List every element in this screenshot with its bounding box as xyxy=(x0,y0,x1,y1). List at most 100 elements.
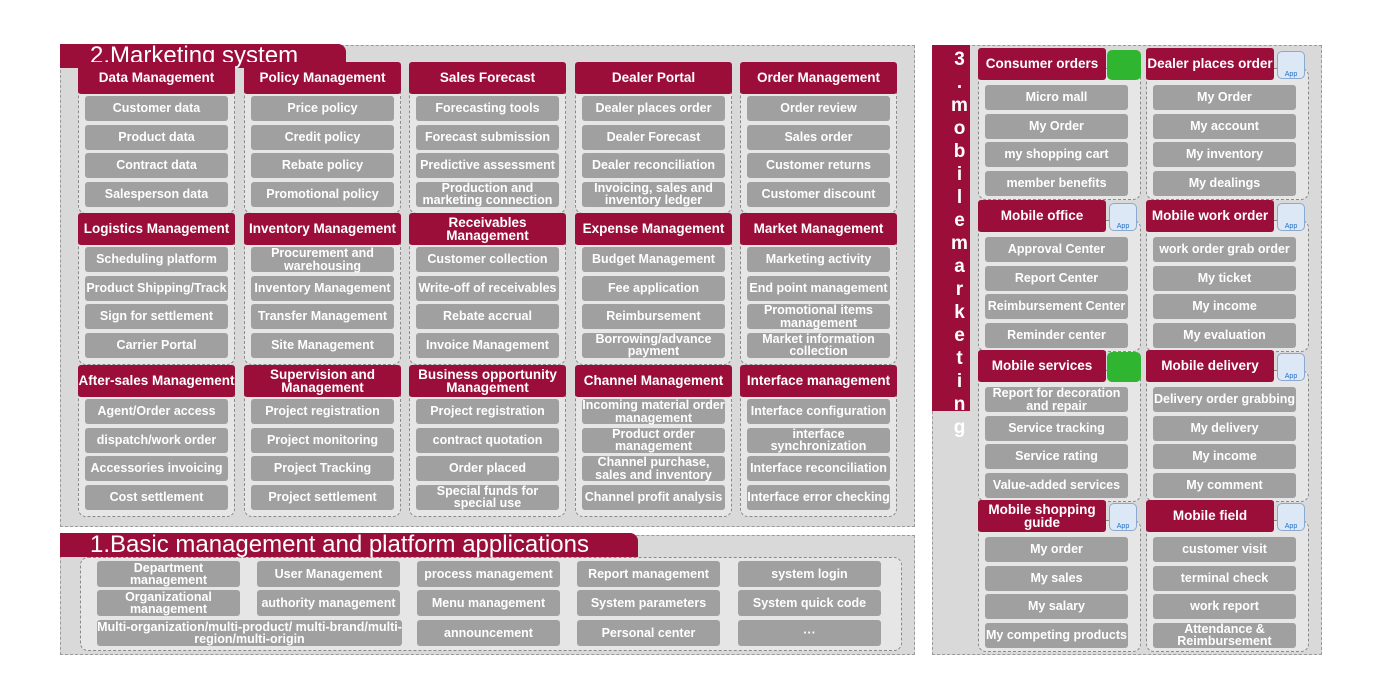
menu-item: Project Tracking xyxy=(251,456,394,481)
group-title: Mobile office xyxy=(978,200,1106,232)
menu-item: Customer returns xyxy=(747,153,890,178)
basic-title: 1.Basic management and platform applicat… xyxy=(60,533,638,557)
menu-item: My account xyxy=(1153,113,1296,139)
menu-item: Market information collection xyxy=(747,332,890,358)
menu-item: Project registration xyxy=(251,399,394,424)
group-title: Mobile field xyxy=(1146,500,1274,532)
menu-item: Inventory Management xyxy=(251,275,394,301)
menu-item: Dealer reconciliation xyxy=(582,153,725,178)
menu-item: process management xyxy=(417,561,560,587)
menu-item: Customer collection xyxy=(416,247,559,272)
group-title: Data Management xyxy=(78,62,235,94)
menu-item: my shopping cart xyxy=(985,142,1128,167)
mobile-title: 3.mobilemarketing xyxy=(932,45,970,440)
menu-item: Budget Management xyxy=(582,247,725,272)
menu-item: work report xyxy=(1153,594,1296,619)
menu-item: Site Management xyxy=(251,332,394,358)
menu-item: Customer data xyxy=(85,96,228,121)
menu-item: Micro mall xyxy=(985,85,1128,110)
menu-item: Value-added services xyxy=(985,472,1128,498)
menu-item: Procurement and warehousing xyxy=(251,247,394,272)
menu-item: Contract data xyxy=(85,153,228,178)
group-title: Mobile work order xyxy=(1146,200,1274,232)
menu-item: Marketing activity xyxy=(747,247,890,272)
menu-item: Order placed xyxy=(416,456,559,481)
menu-item: Personal center xyxy=(577,620,720,646)
menu-item: Delivery order grabbing xyxy=(1153,387,1296,412)
group-title: Order Management xyxy=(740,62,897,94)
app-icon: App xyxy=(1277,503,1305,531)
menu-item: Interface reconciliation xyxy=(747,456,890,481)
menu-item: My dealings xyxy=(1153,170,1296,196)
menu-item: Product order management xyxy=(582,427,725,453)
menu-item: Department management xyxy=(97,561,240,587)
app-icon: App xyxy=(1277,353,1305,381)
menu-item: Report Center xyxy=(985,265,1128,291)
group-title: Consumer orders xyxy=(978,48,1106,80)
menu-item: Transfer Management xyxy=(251,304,394,329)
menu-item: Incoming material order management xyxy=(582,398,725,425)
menu-item: Accessories invoicing xyxy=(85,456,228,481)
group-title: Sales Forecast xyxy=(409,62,566,94)
menu-item: Production and marketing connection xyxy=(416,181,559,207)
menu-item: Report for decoration and repair xyxy=(985,387,1128,412)
menu-item: My salary xyxy=(985,594,1128,619)
app-icon: App xyxy=(1109,203,1137,231)
menu-item: Project monitoring xyxy=(251,427,394,453)
menu-item: Rebate accrual xyxy=(416,304,559,329)
app-icon: App xyxy=(1277,51,1305,79)
menu-item: End point management xyxy=(747,275,890,301)
group-title: Dealer Portal xyxy=(575,62,732,94)
menu-item: Credit policy xyxy=(251,124,394,150)
menu-item: System parameters xyxy=(577,590,720,616)
menu-item: announcement xyxy=(417,620,560,646)
menu-item: Salesperson data xyxy=(85,181,228,207)
menu-item: Product Shipping/Track xyxy=(85,275,228,301)
menu-item: Predictive assessment xyxy=(416,153,559,178)
menu-item: Approval Center xyxy=(985,237,1128,262)
menu-item: Report management xyxy=(577,561,720,587)
wechat-icon xyxy=(1107,352,1141,382)
menu-item: Service tracking xyxy=(985,415,1128,441)
group-title: Policy Management xyxy=(244,62,401,94)
menu-item: Channel profit analysis xyxy=(582,484,725,510)
menu-item: contract quotation xyxy=(416,427,559,453)
menu-item: Invoice Management xyxy=(416,332,559,358)
menu-item: My sales xyxy=(985,565,1128,591)
menu-item: Special funds for special use xyxy=(416,484,559,510)
menu-item: System quick code xyxy=(738,590,881,616)
menu-item: My competing products xyxy=(985,622,1128,648)
menu-item: User Management xyxy=(257,561,400,587)
menu-item: Reminder center xyxy=(985,322,1128,348)
group-title: Logistics Management xyxy=(78,213,235,245)
menu-item: Sign for settlement xyxy=(85,304,228,329)
menu-item: Agent/Order access xyxy=(85,399,228,424)
menu-item: Price policy xyxy=(251,96,394,121)
group-title: Business opportunity Management xyxy=(409,365,566,397)
group-title: Channel Management xyxy=(575,365,732,397)
menu-item: My income xyxy=(1153,444,1296,469)
menu-item: Multi-organization/multi-product/ multi-… xyxy=(97,619,402,646)
menu-item: system login xyxy=(738,561,881,587)
menu-item: work order grab order xyxy=(1153,237,1296,262)
menu-item: Product data xyxy=(85,124,228,150)
menu-item: My Order xyxy=(985,113,1128,139)
menu-item: My income xyxy=(1153,294,1296,319)
app-icon: App xyxy=(1109,503,1137,531)
menu-item: customer visit xyxy=(1153,537,1296,562)
group-title: Expense Management xyxy=(575,213,732,245)
menu-item: Menu management xyxy=(417,590,560,616)
menu-item: Project settlement xyxy=(251,484,394,510)
menu-item: Service rating xyxy=(985,444,1128,469)
menu-item: authority management xyxy=(257,590,400,616)
menu-item: My inventory xyxy=(1153,142,1296,167)
group-title: Market Management xyxy=(740,213,897,245)
app-icon: App xyxy=(1277,203,1305,231)
menu-item: My delivery xyxy=(1153,415,1296,441)
menu-item: Reimbursement Center xyxy=(985,294,1128,319)
menu-item: Organizational management xyxy=(97,590,240,616)
menu-item: interface synchronization xyxy=(747,427,890,453)
menu-item: Write-off of receivables xyxy=(416,275,559,301)
wechat-icon xyxy=(1107,50,1141,80)
